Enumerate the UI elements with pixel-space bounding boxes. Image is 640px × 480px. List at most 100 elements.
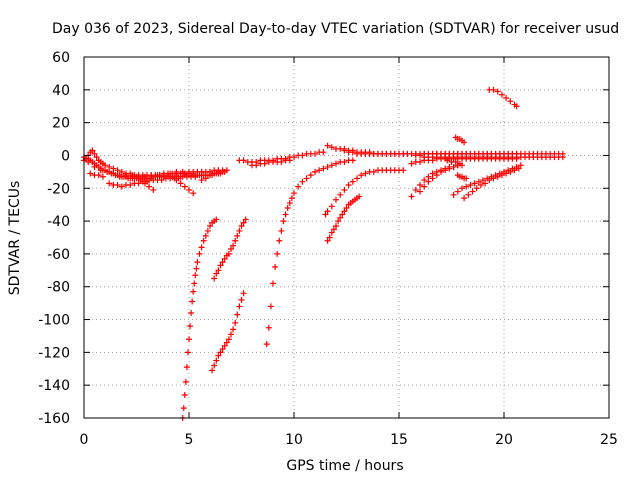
data-point	[461, 139, 468, 146]
data-point	[234, 232, 241, 239]
x-tick-label: 15	[390, 432, 408, 448]
data-point	[190, 288, 197, 295]
data-point	[417, 152, 423, 159]
y-tick-label: 0	[61, 148, 70, 164]
data-point	[219, 346, 226, 353]
y-tick-label: -100	[38, 313, 70, 329]
data-point	[358, 172, 365, 179]
data-point	[349, 157, 356, 164]
data-point	[217, 349, 224, 356]
data-point	[89, 147, 96, 154]
data-point	[337, 214, 344, 221]
data-point	[213, 270, 220, 277]
data-point	[404, 150, 411, 157]
data-point	[240, 290, 247, 297]
series-arc-24	[452, 134, 468, 146]
data-point	[559, 150, 566, 157]
data-point	[93, 154, 100, 161]
data-point	[307, 172, 314, 179]
data-point	[421, 177, 428, 184]
data-point	[417, 181, 423, 188]
data-point	[230, 242, 237, 249]
data-point	[228, 331, 234, 338]
data-point	[312, 168, 318, 175]
data-point	[312, 150, 318, 157]
y-tick-label: 60	[52, 50, 70, 66]
data-point	[215, 352, 222, 359]
data-point	[282, 211, 289, 218]
data-point	[97, 167, 104, 174]
data-point	[328, 144, 335, 151]
grid	[84, 57, 609, 418]
data-point	[370, 168, 377, 175]
data-point	[337, 191, 344, 198]
data-point	[446, 165, 453, 172]
y-tick-label: -80	[47, 280, 70, 296]
data-point	[225, 250, 232, 257]
data-point	[186, 336, 192, 343]
series-arc-5	[198, 167, 226, 184]
data-point	[221, 342, 228, 349]
data-point	[139, 173, 146, 180]
data-point	[349, 147, 356, 154]
data-point	[234, 311, 241, 318]
data-point	[204, 227, 211, 234]
plot-frame	[83, 56, 610, 419]
data-point	[433, 172, 440, 179]
data-point	[475, 178, 482, 185]
data-point	[200, 237, 207, 244]
data-point	[135, 180, 142, 187]
data-point	[183, 364, 190, 371]
data-point	[324, 208, 331, 215]
series-arc-0e	[87, 170, 106, 180]
data-point	[299, 152, 306, 159]
data-point	[326, 234, 333, 241]
data-point	[240, 157, 247, 164]
data-point	[469, 188, 476, 195]
series-arc-9	[263, 157, 356, 348]
data-point	[91, 163, 98, 170]
data-point	[217, 262, 224, 269]
data-point	[330, 226, 337, 233]
data-point	[324, 237, 331, 244]
data-point	[190, 170, 197, 177]
data-point	[186, 168, 192, 175]
data-point	[181, 170, 188, 177]
data-point	[278, 159, 285, 166]
data-point	[507, 168, 514, 175]
data-point	[286, 157, 293, 164]
data-point	[198, 168, 205, 175]
series-arc-14	[324, 193, 363, 244]
data-point	[207, 172, 213, 179]
data-point	[343, 204, 350, 211]
data-point	[459, 185, 465, 192]
data-point	[87, 170, 94, 177]
data-point	[137, 177, 144, 184]
x-tick-label: 25	[600, 432, 618, 448]
data-point	[417, 159, 423, 166]
series-arc-8	[209, 290, 247, 374]
data-point	[190, 190, 197, 197]
series-arc-6	[179, 216, 220, 421]
data-point	[141, 180, 148, 187]
data-point	[288, 195, 295, 202]
data-point	[240, 219, 247, 226]
data-point	[442, 167, 449, 174]
data-point	[408, 193, 415, 200]
data-point	[299, 178, 306, 185]
data-point	[230, 326, 237, 333]
data-point	[187, 323, 194, 330]
data-point	[194, 259, 201, 266]
data-point	[158, 177, 165, 184]
data-point	[211, 275, 218, 282]
data-point	[328, 229, 335, 236]
data-point	[356, 193, 363, 200]
data-point	[236, 227, 243, 234]
x-tick-label: 5	[185, 432, 194, 448]
y-tick-label: 20	[52, 116, 70, 132]
data-point	[186, 186, 192, 193]
data-point	[148, 173, 155, 180]
data-point	[219, 167, 226, 174]
data-point	[191, 280, 198, 287]
data-point	[429, 175, 436, 182]
